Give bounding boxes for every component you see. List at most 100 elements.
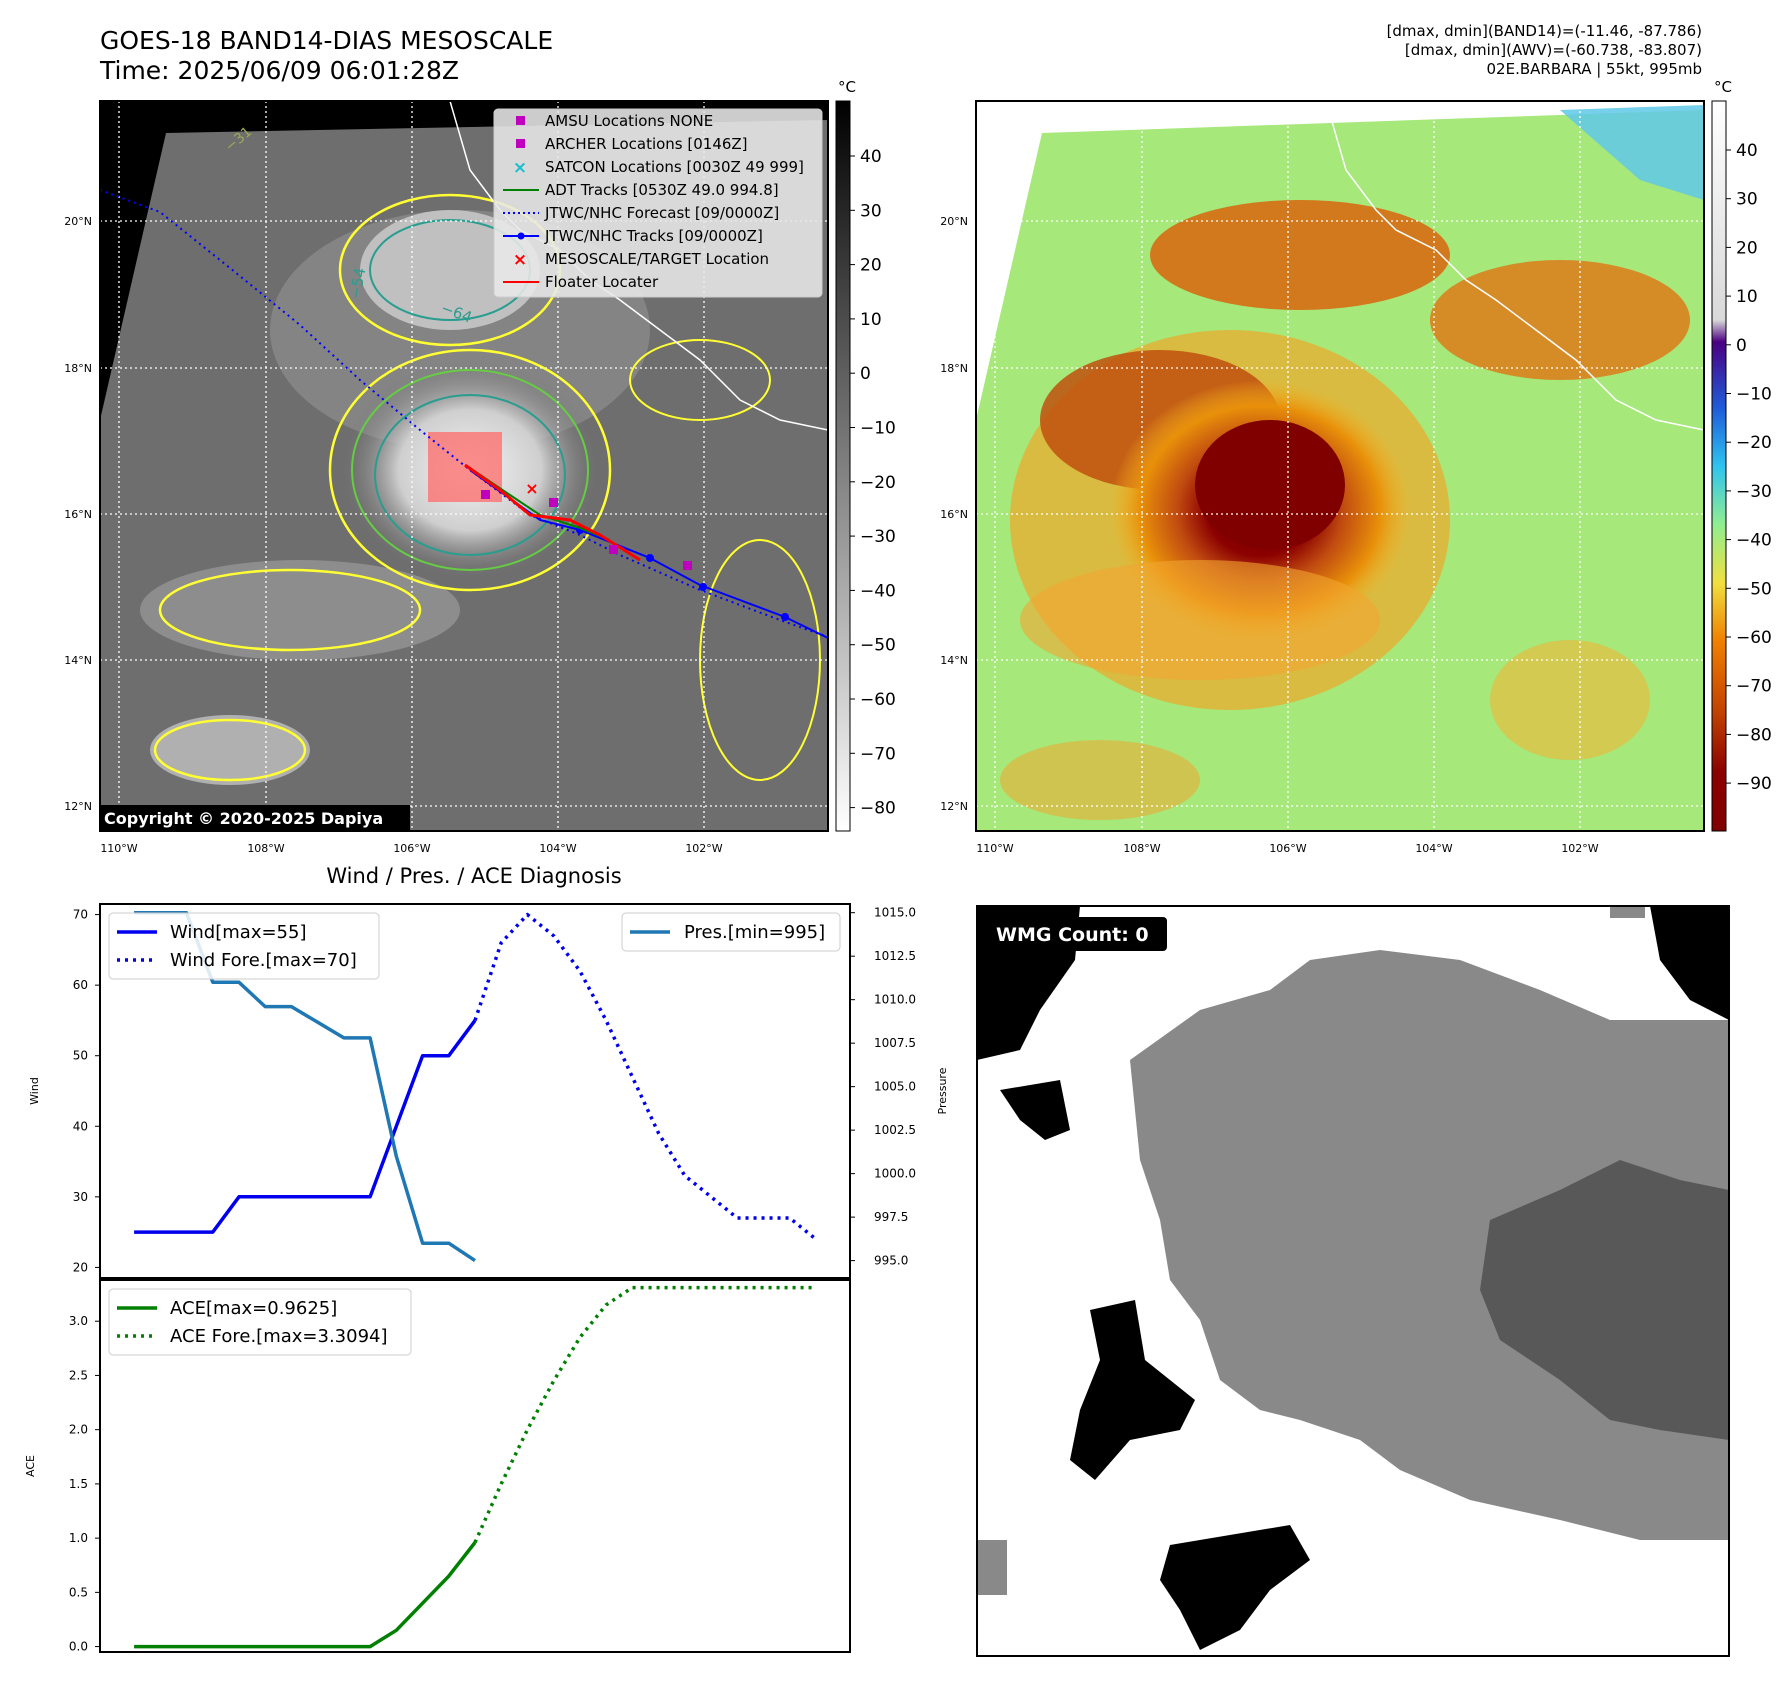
pressure-ytick-label: 1010.0 [874,993,916,1007]
wind-ytick-label: 50 [73,1049,88,1063]
colorbar-tick-label: −10 [1736,385,1772,405]
lon-tick-label: 110°W [100,842,137,855]
colorbar-tick-label: 10 [1736,287,1758,307]
legend-box [108,912,380,980]
legend-box [493,108,823,298]
pressure-ytick-label: 1015.0 [874,906,916,920]
colorbar-tick-label: −20 [1736,433,1772,453]
pressure-ytick-label: 1012.5 [874,949,916,963]
contour-label: −54 [346,266,369,300]
contour-yellow [629,339,771,421]
rain-band [1000,740,1200,820]
pressure-ytick-label: 1007.5 [874,1036,916,1050]
lon-tick-label: 102°W [1561,842,1598,855]
colorbar-tick-label: −50 [860,636,896,656]
lon-tick-label: 104°W [539,842,576,855]
colorbar-tick-label: −70 [1736,677,1772,697]
wmg-gray-patch [977,1540,1007,1595]
legend-label-wind: Wind[max=55] [170,922,307,943]
jtwc-track-point [781,613,789,621]
colorbar-tick-label: 20 [1736,238,1758,258]
series-line-ace [134,1541,477,1649]
lat-tick-label: 20°N [64,215,92,228]
legend-label-ace: ACE[max=0.9625] [170,1298,337,1319]
colorbar-tick-label: −60 [860,690,896,710]
header-right: [dmax, dmin](BAND14)=(-11.46, -87.786) [… [1387,22,1702,79]
legend-label: AMSU Locations NONE [545,112,713,130]
wmg-count-badge [987,917,1167,951]
map-frame [975,100,1705,832]
colorbar-tick-label: −10 [860,419,896,439]
wmg-count-label: WMG Count: 0 [996,924,1149,946]
wind-legend: Wind[max=55] Wind Fore.[max=70] [108,912,380,980]
pressure-axis-label: Pressure [936,1067,949,1114]
ace-ytick-label: 0.5 [69,1585,88,1599]
ace-ytick-label: 3.0 [69,1314,88,1328]
legend-label: ADT Tracks [0530Z 49.0 994.8] [545,181,779,199]
wmg-gray-patch [1610,906,1645,918]
left-map-panel: × −54 −64 −31 AMSU Locations NONEARCHER … [64,78,896,855]
lat-tick-label: 12°N [64,800,92,813]
lon-tick-label: 106°W [393,842,430,855]
diagnosis-title: Wind / Pres. / ACE Diagnosis [326,864,621,888]
title-line-1: GOES-18 BAND14-DIAS MESOSCALE [100,26,554,55]
colorbar-tick-label: 0 [860,364,871,384]
copyright-bg [100,805,410,831]
colorbar-tick-label: −70 [860,744,896,764]
lon-tick-label: 108°W [247,842,284,855]
lon-tick-label: 104°W [1415,842,1452,855]
lat-tick-label: 12°N [940,800,968,813]
legend-marker [516,116,525,125]
lon-tick-label: 108°W [1123,842,1160,855]
contour-yellow [153,718,307,782]
legend-label: MESOSCALE/TARGET Location [545,250,769,268]
map-legend: AMSU Locations NONE ARCHER Locations [014… [493,108,823,298]
colorbar-tick-label: −20 [860,473,896,493]
map-frame [99,100,829,832]
wmg-frame [976,905,1730,1657]
lat-tick-label: 16°N [940,508,968,521]
legend-label-ace-fore: ACE Fore.[max=3.3094] [170,1326,388,1347]
pressure-ytick-label: 997.5 [874,1210,908,1224]
colorbar-gray [835,100,851,832]
lon-tick-label: 110°W [976,842,1013,855]
colorbar-tick-label: 10 [860,310,882,330]
pressure-ytick-label: 1005.0 [874,1080,916,1094]
colorbar-tick-label: −80 [860,799,896,819]
jtwc-track-point [646,554,654,562]
colorbar-tick-label: −30 [860,527,896,547]
ace-ytick-label: 1.0 [69,1531,88,1545]
wind-ytick-label: 30 [73,1190,88,1204]
lon-tick-label: 102°W [685,842,722,855]
wmg-panel: WMG Count: 0 [976,905,1730,1657]
colorbar-tick-label: −50 [1736,579,1772,599]
pressure-legend: Pres.[min=995] [621,912,841,952]
wmg-black-region [1160,1525,1310,1650]
lat-tick-label: 20°N [940,215,968,228]
colorbar-unit: °C [1714,78,1732,96]
target-marker: × [525,479,538,498]
legend-label: Floater Locater [545,273,659,291]
mesoscale-target-box [428,432,502,502]
legend-label-wind-fore: Wind Fore.[max=70] [170,950,357,971]
pressure-ytick-label: 1002.5 [874,1123,916,1137]
cold-cloud [1150,200,1450,310]
legend-marker: × [513,158,527,178]
colorbar-tick-label: −40 [1736,531,1772,551]
contour-green [351,369,589,571]
legend-box [621,912,841,952]
legend-marker [516,139,525,148]
floater-locater [464,463,641,562]
archer-marker [549,498,558,507]
legend-marker-dot [517,232,525,240]
title-line-2: Time: 2025/06/09 06:01:28Z [100,56,459,85]
legend-label: SATCON Locations [0030Z 49 999] [545,158,804,176]
colorbar-tick-label: −90 [1736,774,1772,794]
lat-tick-label: 16°N [64,508,92,521]
contour-yellow [158,568,422,652]
colorbar-tick-label: 30 [1736,190,1758,210]
ace-axis-label: ACE [24,1455,37,1477]
right-map-panel: °C 403020100−10−20−30−40−50−60−70−80−90 … [940,78,1772,855]
lat-tick-label: 14°N [64,654,92,667]
